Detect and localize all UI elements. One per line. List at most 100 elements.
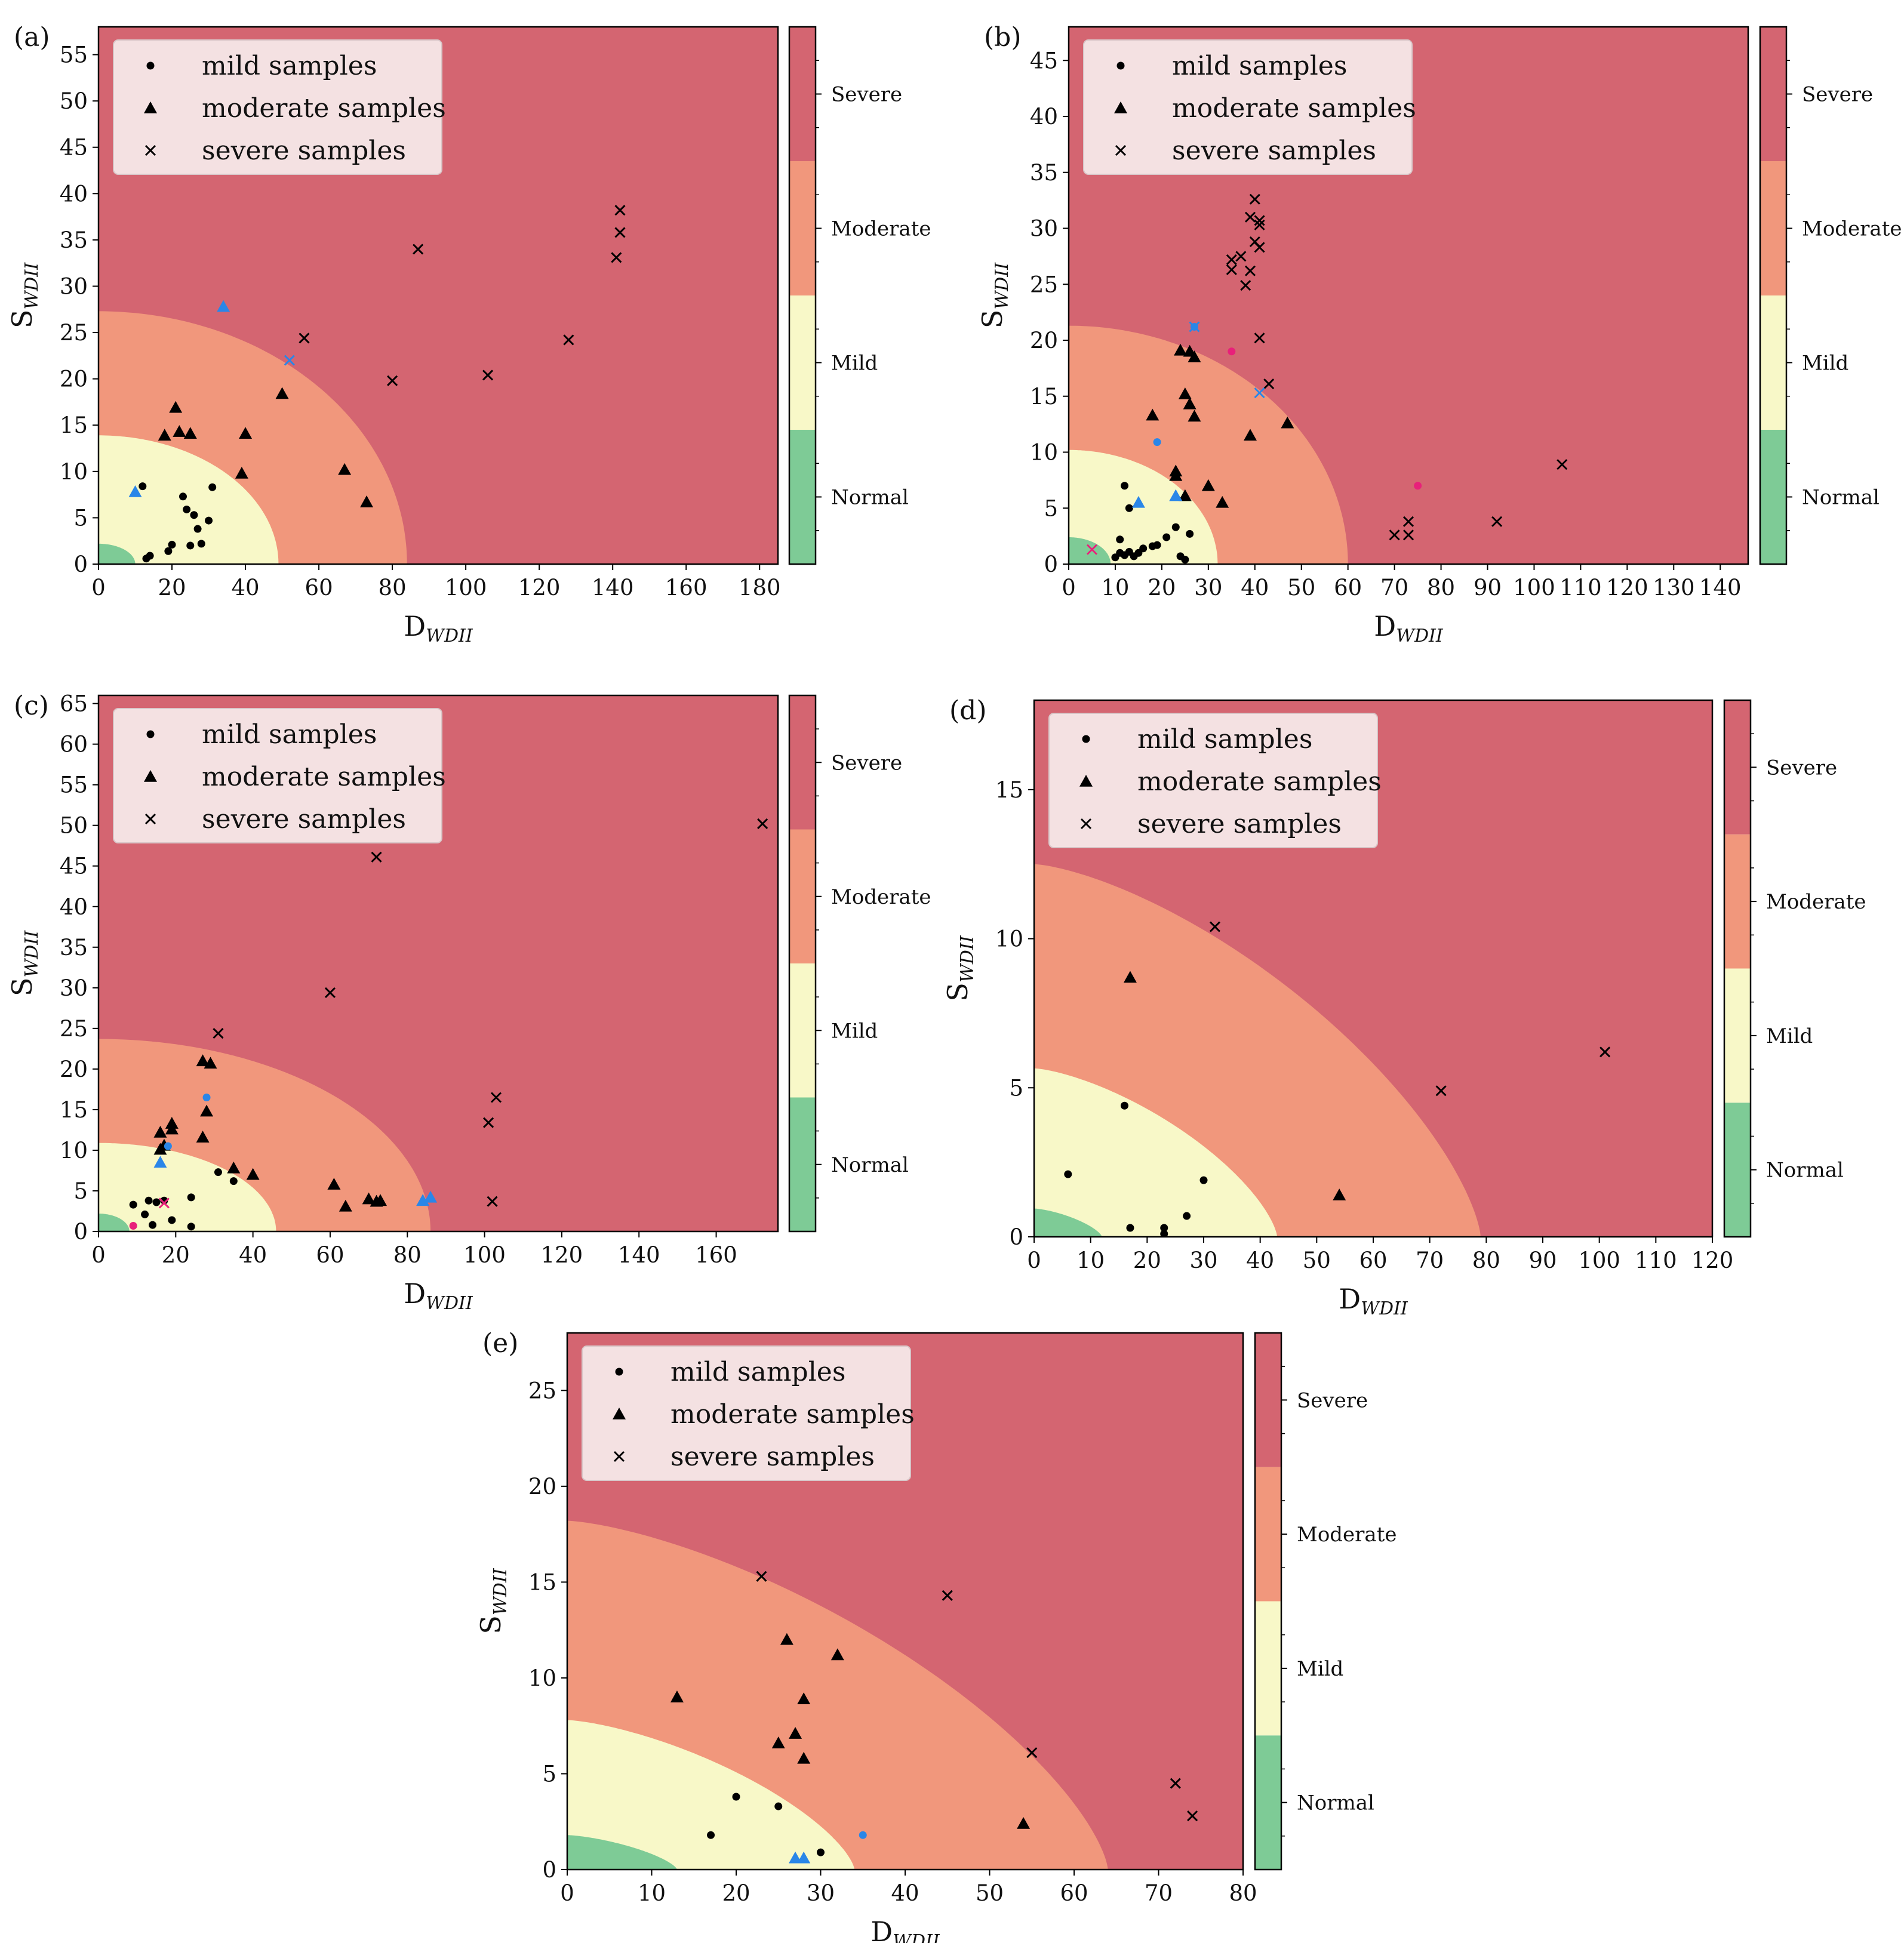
x-tick-label: 60 <box>1359 1248 1387 1273</box>
colorbar-segment-normal <box>1255 1735 1281 1870</box>
mild-region <box>99 435 279 564</box>
legend: mild samples moderate samples severe sampl… <box>582 1345 915 1481</box>
mild-point <box>187 1193 195 1202</box>
legend: mild samples moderate samples severe sampl… <box>113 708 446 843</box>
highlight-point <box>1228 347 1236 356</box>
moderate-point <box>173 425 186 437</box>
axes-frame <box>97 26 779 565</box>
colorbar: Normal Mild Moderate Severe <box>1759 26 1902 565</box>
y-axis-label: SWDII <box>6 262 42 328</box>
legend-triangle-marker <box>144 101 157 113</box>
colorbar-segment-normal <box>789 1097 816 1231</box>
colorbar-segment-moderate <box>1724 834 1751 969</box>
mild-point <box>1162 533 1171 541</box>
colorbar-segment-mild <box>789 963 816 1098</box>
legend-entry-mild: mild samples <box>1137 724 1312 755</box>
moderate-point <box>158 429 171 441</box>
mild-point <box>1139 544 1148 553</box>
panel-label: (b) <box>984 22 1022 53</box>
severe-point <box>1402 516 1414 527</box>
mild-point <box>1171 523 1180 531</box>
highlight-point <box>1086 544 1098 555</box>
highlight-point <box>129 1221 137 1230</box>
y-axis-label: SWDII <box>475 1568 511 1634</box>
mild-point <box>190 511 198 519</box>
y-tick-label: 40 <box>1030 104 1058 130</box>
colorbar-label-severe: Severe <box>831 83 902 107</box>
severe-point <box>1170 1778 1181 1789</box>
mild-point <box>168 540 176 549</box>
x-tick-label: 100 <box>1578 1248 1620 1273</box>
mild-point <box>149 1221 157 1229</box>
mild-point <box>146 552 154 560</box>
x-tick-label: 0 <box>91 1242 106 1268</box>
colorbar-frame <box>788 694 817 1233</box>
normal-region <box>99 1214 130 1231</box>
mild-point <box>139 482 147 491</box>
colorbar-label-severe: Severe <box>1297 1388 1368 1412</box>
panel-label: (d) <box>949 695 987 726</box>
severe-point <box>482 369 494 381</box>
mild-point <box>1160 1230 1168 1237</box>
x-axis-label: DWDII <box>871 1916 940 1943</box>
mild-point <box>205 516 213 525</box>
x-tick-label: 60 <box>1060 1880 1088 1906</box>
y-tick-label: 45 <box>60 135 88 161</box>
legend: mild samples moderate samples severe sampl… <box>113 39 446 175</box>
y-tick-label: 15 <box>60 412 88 438</box>
y-tick-label: 55 <box>60 42 88 68</box>
mild-point <box>129 1200 137 1209</box>
x-tick-label: 110 <box>1560 575 1602 601</box>
moderate-point <box>1216 495 1229 508</box>
panel-a: 0 20 40 60 80 100 120 140 160 180 0 5 10 15 20 25 30 35 40… <box>6 22 931 646</box>
colorbar-segment-severe <box>789 27 816 161</box>
y-tick-label: 25 <box>60 320 88 346</box>
colorbar-label-normal: Normal <box>1802 486 1880 510</box>
x-tick-label: 60 <box>305 575 333 601</box>
moderate-point <box>153 1126 167 1138</box>
mild-region <box>567 1720 855 1870</box>
severe-point <box>1235 251 1247 262</box>
colorbar-label-normal: Normal <box>831 486 909 510</box>
y-tick-label: 5 <box>73 505 88 531</box>
y-tick-label: 40 <box>60 181 88 207</box>
moderate-point <box>797 1751 811 1764</box>
severe-point <box>1254 242 1265 253</box>
moderate-point <box>165 1117 179 1129</box>
y-tick-label: 40 <box>60 894 88 920</box>
colorbar-segment-mild <box>789 295 816 430</box>
mild-point <box>1125 504 1133 512</box>
severe-point <box>1254 219 1265 230</box>
x-tick-label: 20 <box>158 575 186 601</box>
legend-x-marker <box>1080 818 1092 830</box>
panel-label: (c) <box>14 691 49 721</box>
data-points <box>1086 193 1568 563</box>
colorbar-segment-normal <box>1724 1103 1751 1237</box>
moderate-point <box>183 427 197 439</box>
legend-box <box>1083 39 1413 175</box>
y-tick-label: 45 <box>60 854 88 879</box>
y-tick-label: 5 <box>542 1761 556 1787</box>
moderate-point <box>1201 479 1215 491</box>
y-tick-label: 30 <box>1030 216 1058 242</box>
moderate-point <box>1178 387 1192 399</box>
severe-point <box>490 1092 502 1103</box>
mild-point <box>179 492 187 501</box>
legend-entry-mild: mild samples <box>202 719 377 750</box>
colorbar: Normal Mild Moderate Severe <box>1723 699 1866 1238</box>
y-tick-label: 15 <box>995 777 1023 803</box>
x-tick-label: 160 <box>665 575 708 601</box>
colorbar-label-moderate: Moderate <box>1802 217 1902 241</box>
mild-point <box>1160 1224 1168 1232</box>
moderate-point <box>1188 409 1201 422</box>
axes-frame <box>1068 26 1749 565</box>
y-tick-label: 10 <box>60 1138 88 1163</box>
y-tick-label: 10 <box>1030 440 1058 466</box>
severe-point <box>487 1196 498 1207</box>
colorbar: Normal Mild Moderate Severe <box>1254 1332 1397 1871</box>
highlight-point <box>1414 482 1422 490</box>
x-axis-label: DWDII <box>404 1277 473 1314</box>
colorbar-label-moderate: Moderate <box>1766 890 1866 914</box>
x-tick-label: 0 <box>560 1880 574 1906</box>
colorbar-segment-normal <box>789 430 816 564</box>
